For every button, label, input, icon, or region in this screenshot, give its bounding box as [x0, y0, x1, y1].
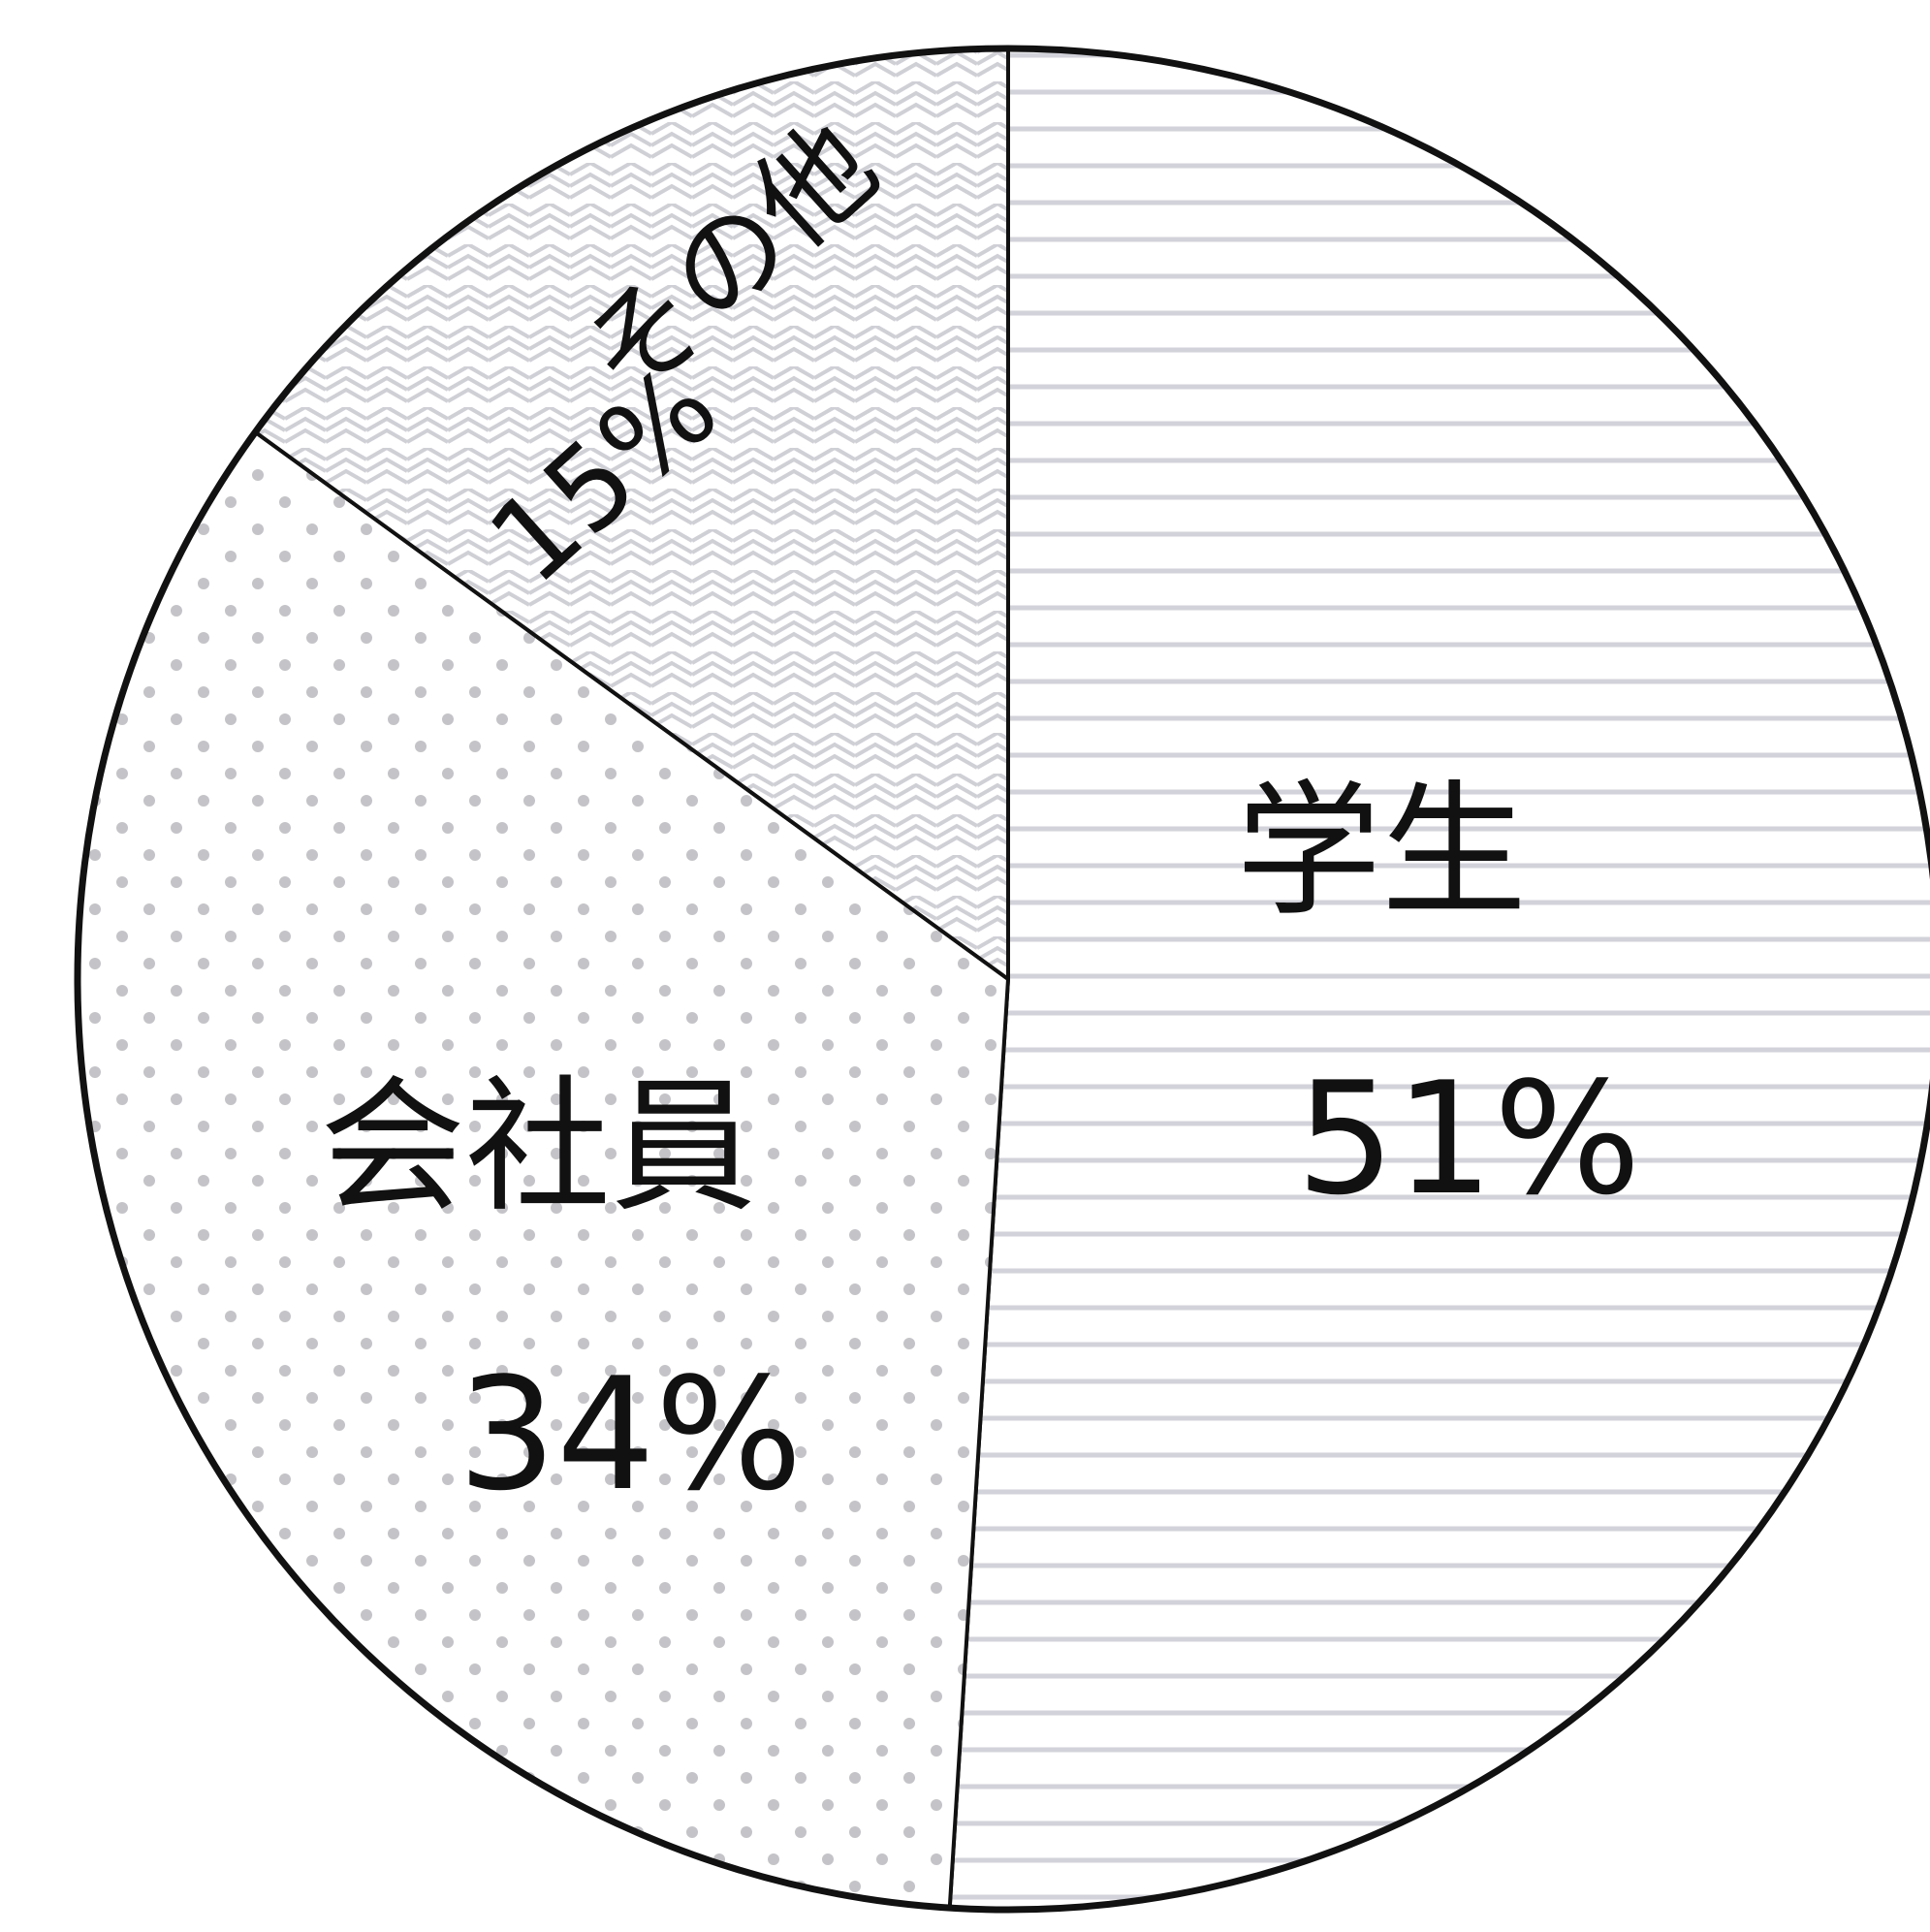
slice-label-student-value: 51%: [1296, 1048, 1641, 1229]
slice-label-employee-value: 34%: [458, 1344, 803, 1525]
slice-label-student-name: 学生: [1236, 768, 1527, 936]
pie-slice-student: [947, 47, 1930, 1912]
pie-slices: [76, 47, 1930, 1912]
slice-label-employee-name: 会社員: [320, 1063, 756, 1232]
pie-outline: [74, 45, 1930, 1914]
